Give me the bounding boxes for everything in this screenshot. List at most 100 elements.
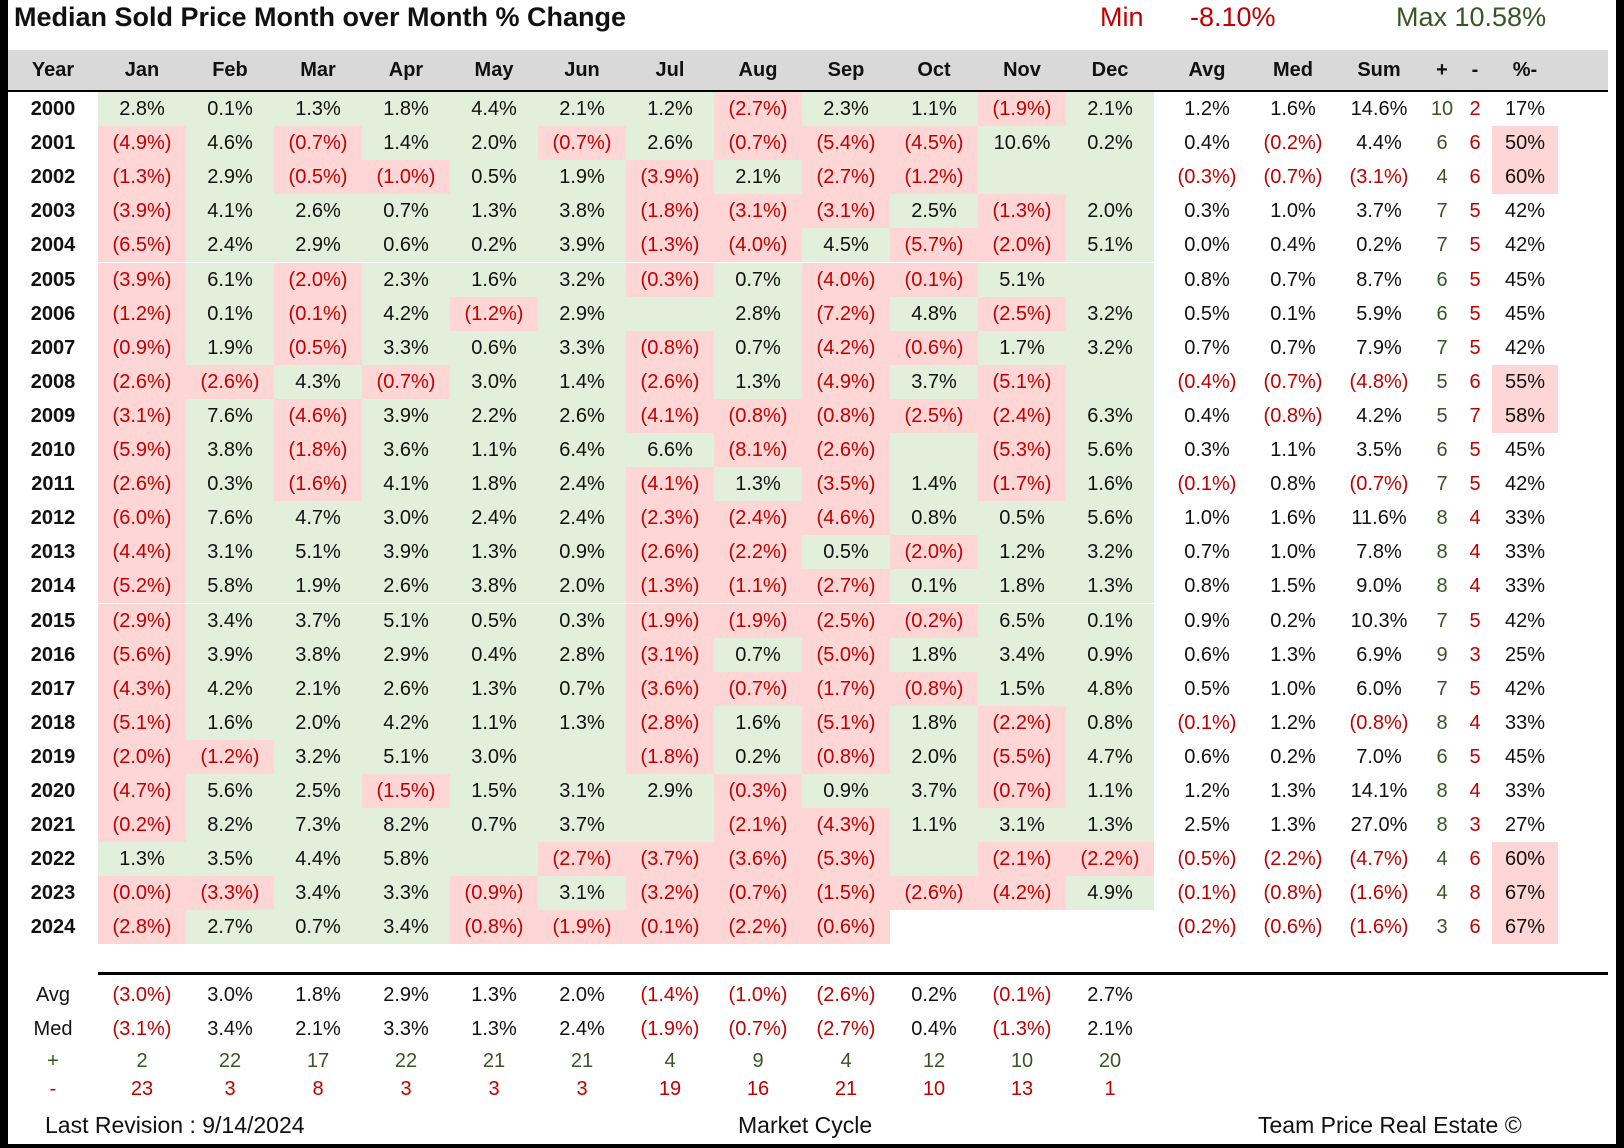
month-cell: 1.3% <box>1066 808 1154 843</box>
year-cell: 2014 <box>30 575 76 598</box>
month-cell: (3.7%) <box>626 842 714 877</box>
month-cell: (0.8%) <box>890 671 978 706</box>
stat-cell: (0.8%) <box>1263 882 1323 905</box>
stat-cell: 3.7% <box>1356 200 1402 223</box>
month-cell: 0.7% <box>538 671 626 706</box>
stat-cell: 1.6% <box>1270 98 1316 120</box>
month-cell: (1.9%) <box>538 910 626 945</box>
month-cell: 3.4% <box>362 910 450 945</box>
month-cell: (4.2%) <box>978 876 1066 911</box>
summary-avg-cell: 2.0% <box>559 984 605 1006</box>
month-cell: 0.9% <box>802 774 890 809</box>
header-feb: Feb <box>212 59 248 81</box>
minus-count-cell: 6 <box>1469 370 1481 393</box>
month-cell: (2.5%) <box>802 603 890 638</box>
pct-neg-cell: 60% <box>1492 842 1558 877</box>
summary-med-cell: 3.3% <box>383 1018 429 1040</box>
summary-plus-cell: 22 <box>394 1050 418 1072</box>
footer-credit: Team Price Real Estate © <box>1258 1112 1522 1138</box>
month-cell: (2.6%) <box>626 364 714 399</box>
month-cell: (5.9%) <box>98 433 186 468</box>
month-cell: 2.6% <box>362 569 450 604</box>
stat-cell: 0.2% <box>1356 234 1402 257</box>
minus-count-cell: 5 <box>1469 439 1481 461</box>
minus-count-cell: 3 <box>1469 814 1481 837</box>
month-cell: (0.9%) <box>450 876 538 911</box>
month-cell: 2.2% <box>450 398 538 433</box>
month-cell: (3.1%) <box>626 637 714 672</box>
header-dec: Dec <box>1091 59 1129 81</box>
summary-avg-cell: 2.7% <box>1087 984 1133 1006</box>
pct-neg-cell: 42% <box>1504 609 1546 632</box>
month-cell: (5.3%) <box>978 433 1066 468</box>
summary-avg-cell: 2.9% <box>383 984 429 1006</box>
minus-count-cell: 7 <box>1469 404 1481 427</box>
summary-avg-cell: (0.1%) <box>992 984 1052 1006</box>
year-cell: 2005 <box>30 268 76 291</box>
month-cell: 2.3% <box>362 262 450 297</box>
month-cell: (1.6%) <box>274 467 362 502</box>
pct-neg-cell: 42% <box>1504 473 1546 496</box>
header-oct: Oct <box>917 59 951 81</box>
stat-cell: 1.2% <box>1270 711 1316 734</box>
month-cell: (0.1%) <box>626 910 714 945</box>
month-cell: (1.3%) <box>626 569 714 604</box>
month-cell: 7.6% <box>186 501 274 536</box>
month-cell: (7.2%) <box>802 296 890 331</box>
month-cell: 6.5% <box>978 603 1066 638</box>
year-cell: 2024 <box>30 916 76 939</box>
month-cell: 0.2% <box>1066 126 1154 161</box>
month-cell: (1.3%) <box>978 194 1066 229</box>
pct-neg-cell: 33% <box>1504 780 1546 802</box>
stat-cell: 0.7% <box>1270 336 1316 359</box>
summary-minus-cell: 3 <box>400 1078 412 1100</box>
summary-med-cell: (0.7%) <box>728 1018 788 1040</box>
header-avg: Avg <box>1188 59 1226 81</box>
month-cell: 5.6% <box>1066 501 1154 536</box>
stat-cell: 1.3% <box>1270 814 1316 837</box>
month-cell: 3.0% <box>450 739 538 774</box>
minus-count-cell: 6 <box>1469 916 1481 939</box>
summary-med-cell: 3.4% <box>207 1018 253 1040</box>
month-cell: 0.7% <box>714 637 802 672</box>
month-cell: 1.3% <box>1066 569 1154 604</box>
month-cell: (4.0%) <box>714 228 802 263</box>
month-cell: 4.4% <box>450 92 538 127</box>
month-cell: (4.0%) <box>802 262 890 297</box>
plus-count-cell: 4 <box>1436 882 1448 905</box>
footer-center: Market Cycle <box>738 1112 873 1138</box>
month-cell: 3.9% <box>362 535 450 570</box>
month-cell: 10.6% <box>978 126 1066 161</box>
year-cell: 2009 <box>30 404 76 427</box>
month-cell: 1.3% <box>274 92 362 127</box>
stat-cell: 1.1% <box>1270 439 1316 461</box>
pct-neg-cell: 42% <box>1504 336 1546 359</box>
year-cell: 2003 <box>30 200 76 223</box>
stat-cell: 0.4% <box>1184 132 1230 155</box>
month-cell: 0.6% <box>450 330 538 365</box>
month-cell: 2.8% <box>538 637 626 672</box>
minus-count-cell: 5 <box>1469 336 1481 359</box>
month-cell: (2.6%) <box>98 467 186 502</box>
month-cell: (2.5%) <box>978 296 1066 331</box>
month-cell: 3.5% <box>186 842 274 877</box>
month-cell: 5.1% <box>978 262 1066 297</box>
month-cell: (4.9%) <box>802 364 890 399</box>
month-cell: 0.9% <box>538 535 626 570</box>
month-cell: 2.6% <box>626 126 714 161</box>
stat-cell: 0.6% <box>1184 745 1230 768</box>
pct-neg-cell: 42% <box>1504 234 1546 257</box>
month-cell: (0.8%) <box>450 910 538 945</box>
month-cell: 5.1% <box>1066 228 1154 263</box>
plus-count-cell: 9 <box>1436 643 1448 666</box>
month-cell: 3.7% <box>890 364 978 399</box>
month-cell: 0.1% <box>1066 603 1154 638</box>
summary-med-cell: 2.1% <box>295 1018 341 1040</box>
summary-avg-cell: (2.6%) <box>816 984 876 1006</box>
month-cell: 3.9% <box>538 228 626 263</box>
stat-cell: 1.0% <box>1270 677 1316 700</box>
pct-neg-cell: 45% <box>1504 439 1546 461</box>
month-cell: 1.8% <box>890 637 978 672</box>
month-cell: 1.6% <box>450 262 538 297</box>
month-cell: 3.1% <box>978 808 1066 843</box>
